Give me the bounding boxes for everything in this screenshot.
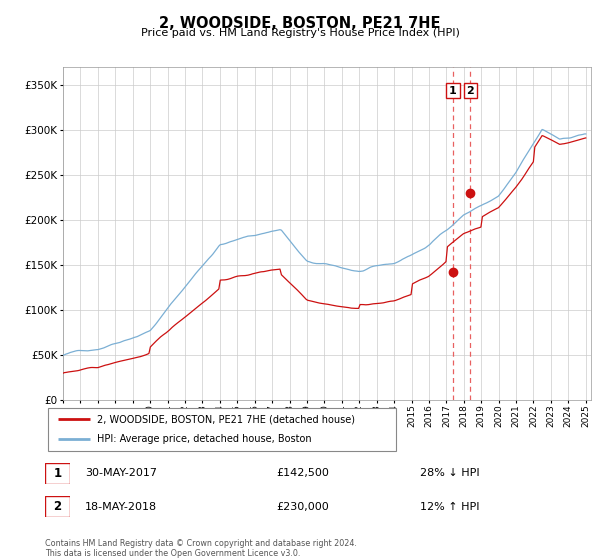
Text: 2, WOODSIDE, BOSTON, PE21 7HE (detached house): 2, WOODSIDE, BOSTON, PE21 7HE (detached … (97, 414, 355, 424)
Text: 12% ↑ HPI: 12% ↑ HPI (420, 502, 479, 512)
Text: HPI: Average price, detached house, Boston: HPI: Average price, detached house, Bost… (97, 434, 311, 444)
Text: 2, WOODSIDE, BOSTON, PE21 7HE: 2, WOODSIDE, BOSTON, PE21 7HE (159, 16, 441, 31)
Text: 28% ↓ HPI: 28% ↓ HPI (420, 468, 479, 478)
Text: 30-MAY-2017: 30-MAY-2017 (85, 468, 157, 478)
Text: 18-MAY-2018: 18-MAY-2018 (85, 502, 157, 512)
Text: 2: 2 (53, 500, 62, 514)
Text: £230,000: £230,000 (276, 502, 329, 512)
Text: 1: 1 (449, 86, 457, 96)
Text: 1: 1 (53, 466, 62, 480)
Text: Contains HM Land Registry data © Crown copyright and database right 2024.
This d: Contains HM Land Registry data © Crown c… (45, 539, 357, 558)
Text: £142,500: £142,500 (276, 468, 329, 478)
Text: 2: 2 (467, 86, 474, 96)
Text: Price paid vs. HM Land Registry's House Price Index (HPI): Price paid vs. HM Land Registry's House … (140, 28, 460, 38)
